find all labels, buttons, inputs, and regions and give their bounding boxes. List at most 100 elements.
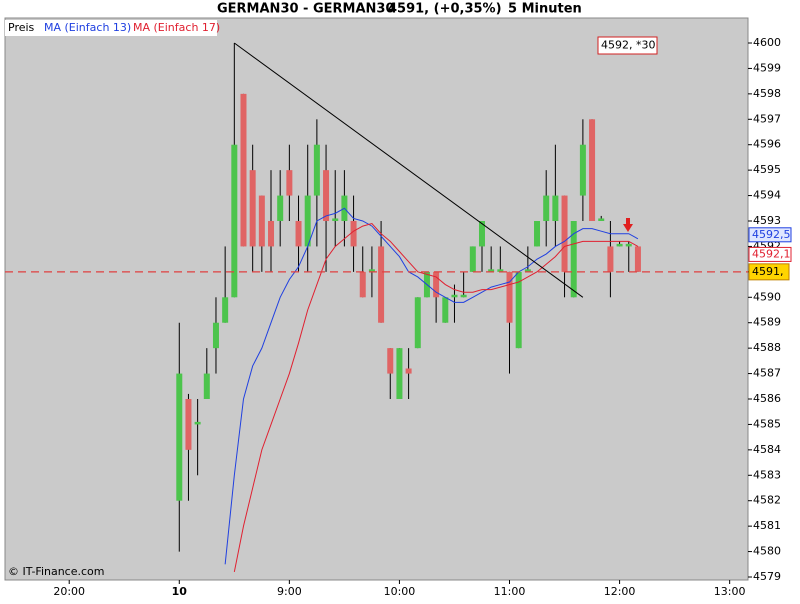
candle-body: [350, 221, 357, 247]
candle-body: [433, 271, 440, 298]
candle-body: [451, 294, 458, 298]
candle-body: [478, 221, 485, 247]
y-tick-label: 4587: [753, 367, 781, 380]
y-tick-label: 4579: [753, 570, 781, 583]
ma-label: 4592,1: [752, 247, 791, 260]
candle-body: [442, 297, 449, 323]
y-tick-label: 4583: [753, 468, 781, 481]
candle-body: [387, 348, 394, 374]
y-tick-label: 4594: [753, 189, 781, 202]
candle-body: [304, 195, 311, 247]
x-tick-label: 10: [172, 585, 188, 598]
y-tick-label: 4580: [753, 545, 781, 558]
candle-body: [249, 170, 256, 247]
candle-body: [488, 269, 495, 272]
y-tick-label: 4599: [753, 61, 781, 74]
ma-line: [233, 222, 639, 573]
candle-body: [598, 218, 605, 221]
candle-body: [231, 144, 238, 298]
x-tick-label: 12:00: [604, 585, 636, 598]
plot: [5, 42, 748, 573]
candle-body: [561, 195, 568, 272]
candle-body: [460, 294, 467, 298]
candle-body: [277, 195, 284, 221]
legend-entry: MA (Einfach 13): [44, 21, 131, 34]
candle-body: [176, 373, 183, 501]
candle-body: [258, 195, 265, 247]
candle-body: [414, 297, 421, 349]
current-price-box: [748, 263, 790, 281]
candle-body: [616, 243, 623, 247]
y-tick-label: 4597: [753, 112, 781, 125]
y-tick-label: 4582: [753, 494, 781, 507]
candle-body: [222, 297, 229, 323]
candle-body: [405, 368, 412, 374]
y-tick-label: 4593: [753, 214, 781, 227]
candle-body: [194, 421, 201, 425]
candle-body: [185, 399, 192, 450]
candle-body: [240, 93, 247, 247]
x-tick-label: 20:00: [53, 585, 85, 598]
candle-body: [313, 144, 320, 196]
candle-body: [534, 221, 541, 247]
y-tick-label: 4586: [753, 392, 781, 405]
y-tick-label: 4589: [753, 316, 781, 329]
plot-area: [4, 17, 749, 581]
ma-line: [224, 207, 639, 565]
candle-body: [212, 322, 219, 349]
price-text: 4591, (+0,35%): [388, 2, 502, 17]
candle-body: [589, 119, 596, 221]
candle-body: [268, 221, 275, 247]
x-tick-label: 10:00: [384, 585, 416, 598]
ma-label-box: [748, 246, 792, 262]
candle-body: [203, 373, 210, 399]
x-tick-label: 11:00: [494, 585, 526, 598]
current-price-label: 4591,: [752, 265, 784, 278]
candle-body: [625, 243, 632, 247]
arrow-marker: [623, 218, 633, 232]
candle-body: [396, 348, 403, 399]
ma-label: 4592,5: [752, 228, 791, 241]
candle-body: [497, 269, 504, 272]
chart-title: GERMAN30 - GERMAN30: [217, 2, 395, 17]
candle-body: [323, 170, 330, 221]
y-tick-label: 4590: [753, 290, 781, 303]
ma-label-box: [748, 227, 792, 243]
candle-body: [368, 269, 375, 272]
legend-entry: MA (Einfach 17): [133, 21, 220, 34]
cursor-box: [597, 36, 658, 55]
candle-body: [524, 269, 531, 272]
interval: 5 Minuten: [508, 2, 582, 17]
y-tick-label: 4588: [753, 341, 781, 354]
title-bar: GERMAN30 - GERMAN30 4591, (+0,35%) 5 Min…: [217, 2, 582, 17]
candle-body: [634, 246, 641, 272]
candle-body: [359, 271, 366, 298]
y-tick-label: 4596: [753, 138, 781, 151]
candle-body: [332, 218, 339, 221]
candle-body: [469, 246, 476, 272]
candle-body: [579, 144, 586, 196]
candle-body: [515, 271, 522, 349]
y-tick-label: 4585: [753, 417, 781, 430]
y-tick-label: 4598: [753, 87, 781, 100]
x-tick-label: 13:00: [714, 585, 746, 598]
y-tick-label: 4595: [753, 163, 781, 176]
candle-body: [286, 170, 293, 196]
candle-body: [506, 271, 513, 323]
cursor-label: 4592, *30: [601, 39, 655, 52]
candle-body: [543, 195, 550, 221]
y-tick-label: 4584: [753, 443, 781, 456]
copyright: © IT-Finance.com: [8, 565, 105, 578]
legend-entry: Preis: [8, 21, 35, 34]
candle-body: [295, 221, 302, 247]
x-tick-label: 9:00: [277, 585, 302, 598]
candle-body: [570, 221, 577, 298]
candle-body: [552, 195, 559, 221]
candle-body: [607, 246, 614, 272]
candle-body: [378, 246, 385, 323]
y-tick-label: 4600: [753, 36, 781, 49]
y-tick-label: 4581: [753, 519, 781, 532]
trendline: [234, 42, 584, 298]
legend-box: [5, 20, 217, 36]
